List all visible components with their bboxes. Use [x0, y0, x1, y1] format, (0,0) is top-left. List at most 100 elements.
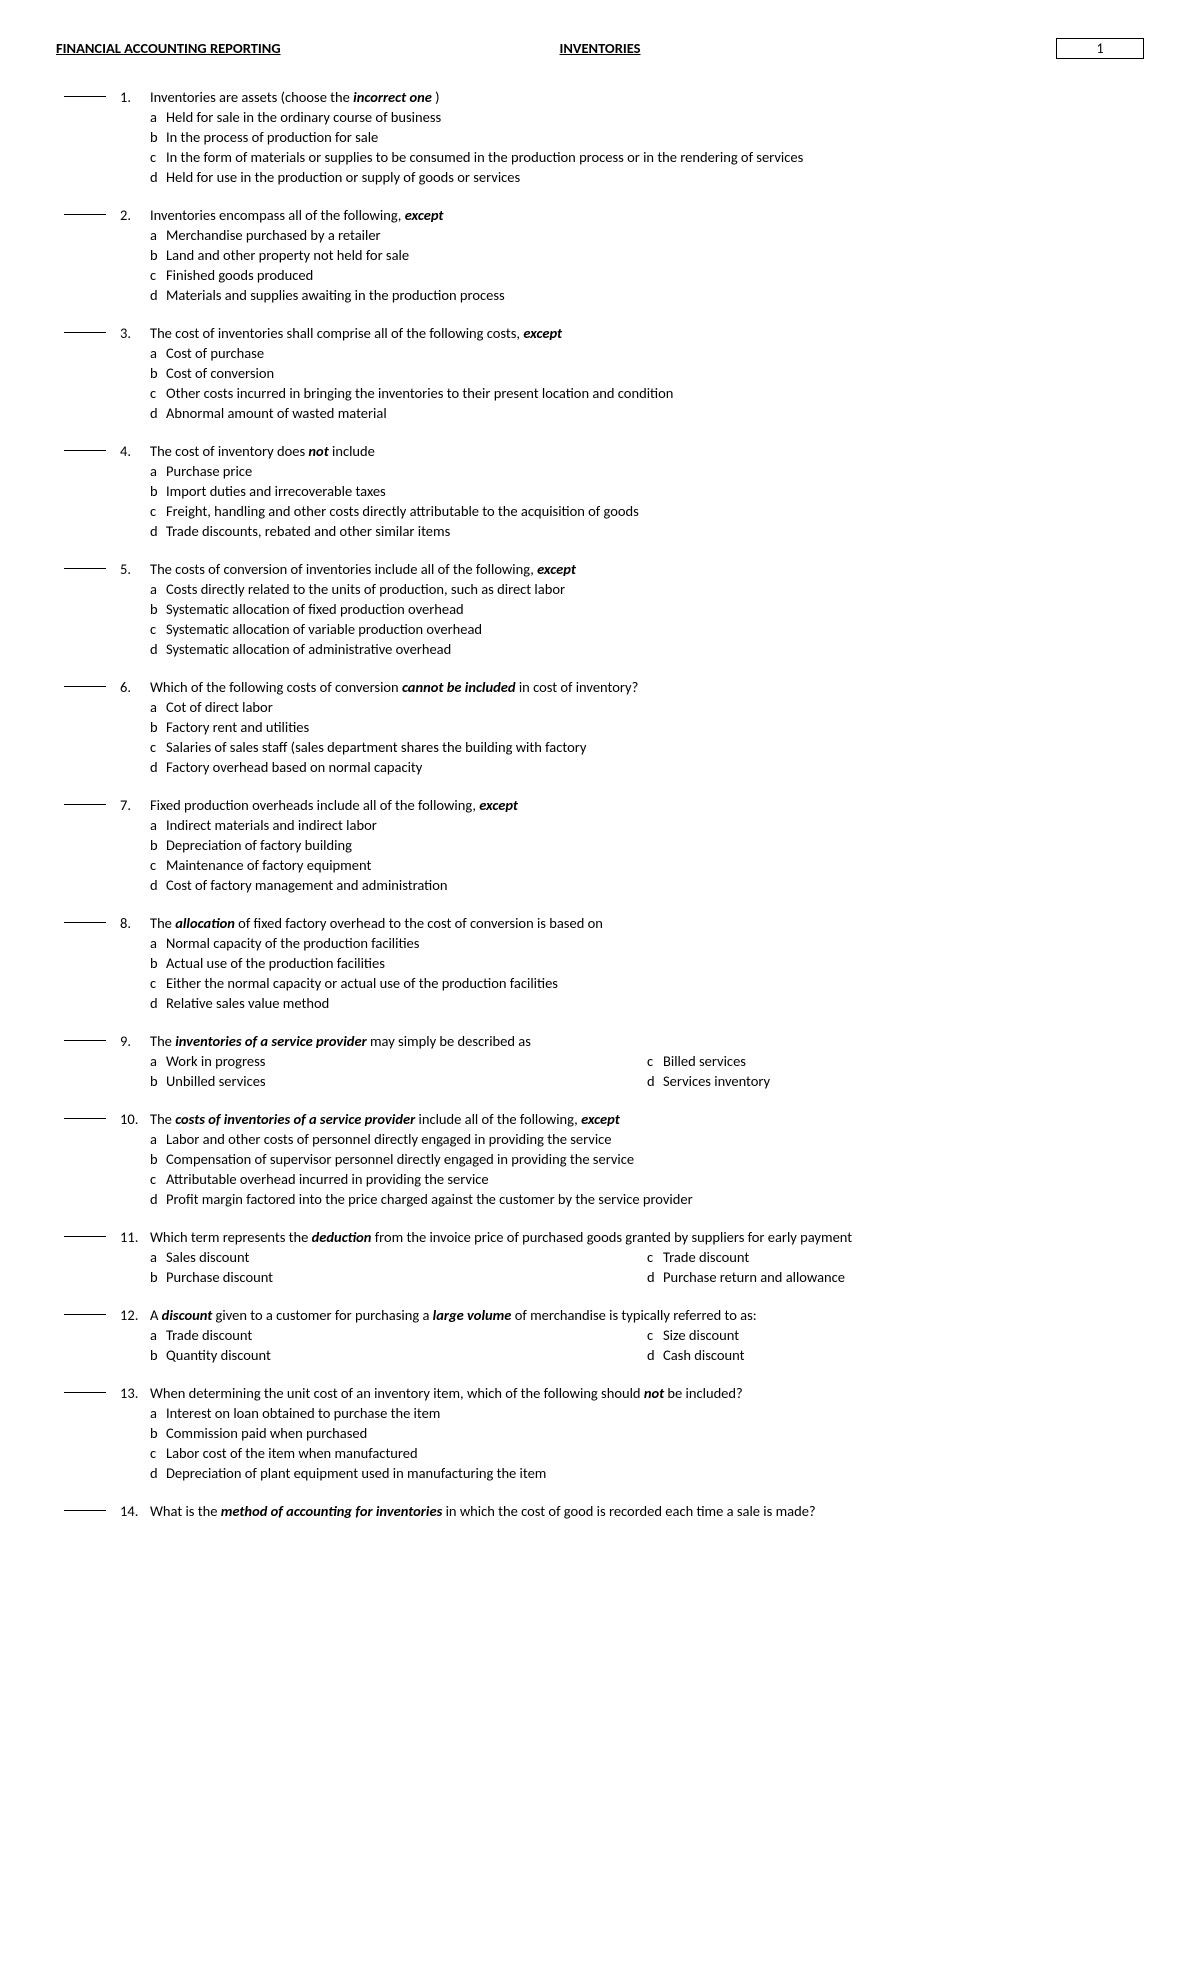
option-row: bLand and other property not held for sa…: [150, 245, 1144, 265]
option-letter: c: [150, 265, 166, 285]
option-text: Maintenance of factory equipment: [166, 855, 1144, 875]
option-row: bImport duties and irrecoverable taxes: [150, 481, 1144, 501]
option-row: bIn the process of production for sale: [150, 127, 1144, 147]
header-title-left: FINANCIAL ACCOUNTING REPORTING: [56, 38, 281, 58]
option-text: Billed services: [663, 1051, 1144, 1071]
question-body: 8.The allocation of fixed factory overhe…: [120, 913, 1144, 1013]
question-block: 9.The inventories of a service provider …: [56, 1031, 1144, 1091]
options-two-column: aWork in progressbUnbilled servicescBill…: [120, 1051, 1144, 1091]
option-row: cSystematic allocation of variable produ…: [150, 619, 1144, 639]
question-stem: 9.The inventories of a service provider …: [120, 1031, 1144, 1051]
question-stem: 11.Which term represents the deduction f…: [120, 1227, 1144, 1247]
answer-blank[interactable]: [64, 1392, 106, 1393]
emphasis: deduction: [312, 1228, 372, 1246]
option-row: aHeld for sale in the ordinary course of…: [150, 107, 1144, 127]
option-letter: b: [150, 363, 166, 383]
option-row: aCosts directly related to the units of …: [150, 579, 1144, 599]
questions-list: 1.Inventories are assets (choose the inc…: [56, 87, 1144, 1521]
option-row: dRelative sales value method: [150, 993, 1144, 1013]
option-letter: d: [647, 1267, 663, 1287]
question-text: What is the method of accounting for inv…: [150, 1501, 1144, 1521]
option-text: Salaries of sales staff (sales departmen…: [166, 737, 1144, 757]
answer-blank[interactable]: [64, 804, 106, 805]
answer-blank[interactable]: [64, 1314, 106, 1315]
option-text: Trade discounts, rebated and other simil…: [166, 521, 1144, 541]
option-row: cBilled services: [647, 1051, 1144, 1071]
option-text: Commission paid when purchased: [166, 1423, 1144, 1443]
option-letter: a: [150, 1129, 166, 1149]
option-text: Sales discount: [166, 1247, 647, 1267]
option-row: aMerchandise purchased by a retailer: [150, 225, 1144, 245]
question-number: 7.: [120, 795, 150, 815]
option-text: Labor and other costs of personnel direc…: [166, 1129, 1144, 1149]
option-row: bPurchase discount: [150, 1267, 647, 1287]
option-letter: b: [150, 835, 166, 855]
option-row: aIndirect materials and indirect labor: [150, 815, 1144, 835]
answer-blank[interactable]: [64, 686, 106, 687]
option-row: dDepreciation of plant equipment used in…: [150, 1463, 1144, 1483]
option-row: aCost of purchase: [150, 343, 1144, 363]
option-letter: a: [150, 107, 166, 127]
emphasis: allocation: [175, 914, 235, 932]
option-row: aWork in progress: [150, 1051, 647, 1071]
option-text: Work in progress: [166, 1051, 647, 1071]
option-text: In the form of materials or supplies to …: [166, 147, 1144, 167]
option-text: Depreciation of plant equipment used in …: [166, 1463, 1144, 1483]
answer-blank[interactable]: [64, 922, 106, 923]
answer-blank[interactable]: [64, 96, 106, 97]
option-row: cIn the form of materials or supplies to…: [150, 147, 1144, 167]
option-letter: a: [150, 697, 166, 717]
options-list: aMerchandise purchased by a retailerbLan…: [120, 225, 1144, 305]
question-block: 5.The costs of conversion of inventories…: [56, 559, 1144, 659]
option-row: dMaterials and supplies awaiting in the …: [150, 285, 1144, 305]
answer-blank[interactable]: [64, 568, 106, 569]
option-letter: a: [150, 815, 166, 835]
question-number: 1.: [120, 87, 150, 107]
question-text: The inventories of a service provider ma…: [150, 1031, 1144, 1051]
option-letter: a: [150, 1247, 166, 1267]
option-letter: b: [150, 245, 166, 265]
question-block: 12.A discount given to a customer for pu…: [56, 1305, 1144, 1365]
answer-blank[interactable]: [64, 450, 106, 451]
option-row: dProfit margin factored into the price c…: [150, 1189, 1144, 1209]
option-text: Purchase discount: [166, 1267, 647, 1287]
question-number: 6.: [120, 677, 150, 697]
options-two-column: aTrade discountbQuantity discountcSize d…: [120, 1325, 1144, 1365]
option-text: Indirect materials and indirect labor: [166, 815, 1144, 835]
question-text: The cost of inventories shall comprise a…: [150, 323, 1144, 343]
answer-blank[interactable]: [64, 214, 106, 215]
question-body: 14.What is the method of accounting for …: [120, 1501, 1144, 1521]
options-column-left: aTrade discountbQuantity discount: [150, 1325, 647, 1365]
option-row: dFactory overhead based on normal capaci…: [150, 757, 1144, 777]
question-stem: 13.When determining the unit cost of an …: [120, 1383, 1144, 1403]
question-block: 4.The cost of inventory does not include…: [56, 441, 1144, 541]
option-text: Normal capacity of the production facili…: [166, 933, 1144, 953]
option-text: Purchase return and allowance: [663, 1267, 1144, 1287]
option-text: Cost of factory management and administr…: [166, 875, 1144, 895]
option-text: Profit margin factored into the price ch…: [166, 1189, 1144, 1209]
question-text: The costs of inventories of a service pr…: [150, 1109, 1144, 1129]
option-row: aNormal capacity of the production facil…: [150, 933, 1144, 953]
option-letter: d: [150, 757, 166, 777]
question-number: 11.: [120, 1227, 150, 1247]
answer-blank[interactable]: [64, 1040, 106, 1041]
option-row: cFinished goods produced: [150, 265, 1144, 285]
question-number: 5.: [120, 559, 150, 579]
option-row: bCost of conversion: [150, 363, 1144, 383]
answer-blank[interactable]: [64, 332, 106, 333]
option-letter: b: [150, 481, 166, 501]
option-row: aLabor and other costs of personnel dire…: [150, 1129, 1144, 1149]
option-row: dPurchase return and allowance: [647, 1267, 1144, 1287]
answer-blank[interactable]: [64, 1236, 106, 1237]
option-letter: c: [647, 1325, 663, 1345]
option-row: cEither the normal capacity or actual us…: [150, 973, 1144, 993]
answer-blank[interactable]: [64, 1510, 106, 1511]
option-letter: d: [150, 521, 166, 541]
question-text: The allocation of fixed factory overhead…: [150, 913, 1144, 933]
options-list: aCost of purchasebCost of conversioncOth…: [120, 343, 1144, 423]
question-stem: 2.Inventories encompass all of the follo…: [120, 205, 1144, 225]
option-text: Cost of conversion: [166, 363, 1144, 383]
answer-blank[interactable]: [64, 1118, 106, 1119]
emphasis: not: [644, 1384, 664, 1402]
option-letter: c: [150, 1169, 166, 1189]
